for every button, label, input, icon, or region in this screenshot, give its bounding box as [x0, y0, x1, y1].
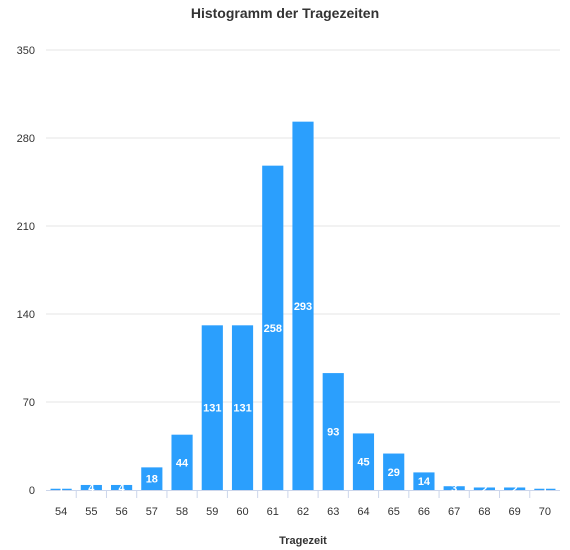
- x-tick-label: 63: [327, 506, 339, 518]
- bar-58: [171, 434, 193, 490]
- bar-60: [231, 325, 254, 490]
- x-tick-label: 59: [206, 506, 218, 518]
- data-label-59: 131: [203, 403, 221, 415]
- x-tick-label: 70: [539, 506, 551, 518]
- data-label-70: 1: [542, 484, 548, 496]
- data-label-60: 131: [233, 403, 251, 415]
- data-label-68: 2: [481, 484, 487, 496]
- bars: [50, 121, 556, 491]
- y-tick-label: 280: [17, 133, 35, 145]
- x-tick-label: 67: [448, 506, 460, 518]
- bar-66: [413, 472, 435, 490]
- x-axis-ticks: 54 55 56 57 58 59 60 61 62 63 64 65 66 67 68 69 70: [55, 490, 551, 518]
- data-label-58: 44: [176, 457, 189, 469]
- y-tick-label: 140: [17, 309, 35, 321]
- bar-67: [443, 486, 465, 490]
- data-label-69: 2: [512, 484, 518, 496]
- x-tick-label: 60: [236, 506, 248, 518]
- bar-57: [141, 467, 163, 490]
- x-axis-title: Tragezeit: [279, 535, 327, 547]
- x-tick-label: 57: [146, 506, 158, 518]
- x-tick-label: 55: [85, 506, 97, 518]
- x-tick-label: 56: [115, 506, 127, 518]
- data-label-65: 29: [388, 467, 400, 479]
- data-label-54: 1: [58, 484, 64, 496]
- data-label-61: 258: [264, 323, 282, 335]
- data-label-67: 3: [451, 483, 457, 495]
- y-axis-ticks: 0 70 140 210 280 350: [17, 45, 35, 497]
- bar-69: [504, 487, 526, 490]
- bar-59: [201, 325, 223, 490]
- x-tick-label: 64: [357, 506, 369, 518]
- data-label-62: 293: [294, 301, 312, 313]
- bar-64: [352, 433, 375, 490]
- x-tick-label: 54: [55, 506, 67, 518]
- bar-65: [383, 453, 405, 490]
- bar-68: [473, 487, 495, 490]
- data-label-55: 4: [88, 482, 95, 494]
- x-tick-label: 68: [478, 506, 490, 518]
- x-tick-label: 66: [418, 506, 430, 518]
- data-label-57: 18: [146, 474, 158, 486]
- bar-62: [292, 121, 314, 491]
- x-tick-label: 61: [267, 506, 279, 518]
- bar-55: [80, 484, 102, 490]
- chart-title: Histogramm der Tragezeiten: [191, 5, 379, 21]
- y-tick-label: 0: [29, 485, 35, 497]
- x-tick-label: 62: [297, 506, 309, 518]
- bar-61: [262, 165, 284, 490]
- data-label-64: 45: [357, 457, 369, 469]
- y-tick-label: 210: [17, 221, 35, 233]
- bar-63: [322, 373, 344, 490]
- data-label-66: 14: [418, 476, 431, 488]
- data-label-56: 4: [119, 482, 126, 494]
- bar-56: [111, 484, 133, 490]
- bar-54: [50, 488, 72, 490]
- bar-70: [534, 488, 556, 490]
- y-tick-label: 350: [17, 45, 35, 57]
- data-label-63: 93: [327, 427, 339, 439]
- x-tick-label: 65: [388, 506, 400, 518]
- x-tick-label: 58: [176, 506, 188, 518]
- x-tick-label: 69: [509, 506, 521, 518]
- y-tick-label: 70: [23, 397, 35, 409]
